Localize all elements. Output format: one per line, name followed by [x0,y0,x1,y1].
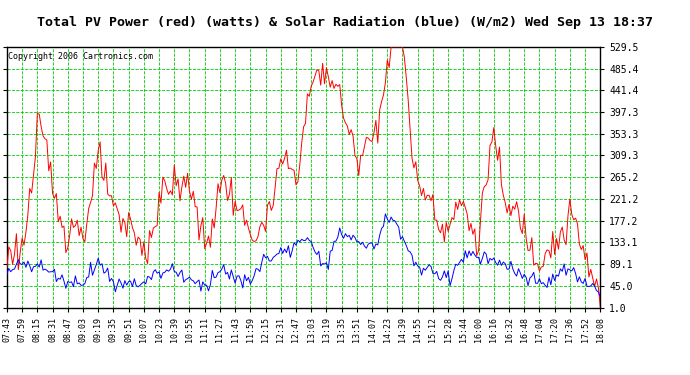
Text: Copyright 2006 Cartronics.com: Copyright 2006 Cartronics.com [8,52,153,61]
Text: Total PV Power (red) (watts) & Solar Radiation (blue) (W/m2) Wed Sep 13 18:37: Total PV Power (red) (watts) & Solar Rad… [37,16,653,29]
